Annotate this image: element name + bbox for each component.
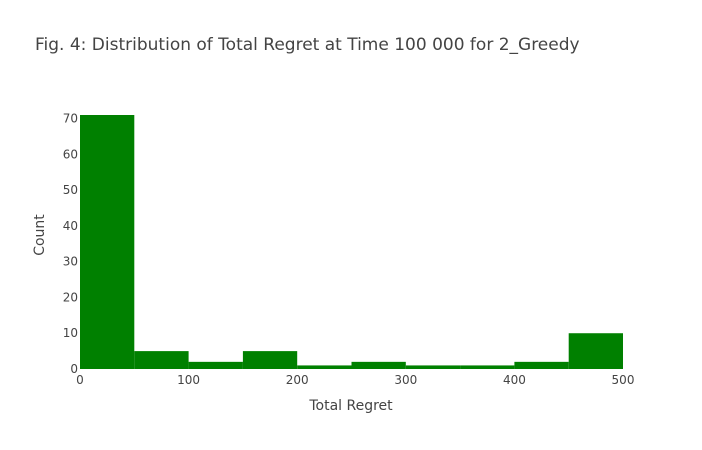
- chart-title: Fig. 4: Distribution of Total Regret at …: [35, 35, 580, 55]
- y-tick-label: 0: [70, 362, 78, 376]
- histogram-bar: [568, 333, 623, 369]
- y-tick-label: 70: [63, 112, 78, 126]
- histogram-bar: [134, 351, 189, 369]
- histogram-bar: [188, 361, 243, 369]
- bars-group: [80, 115, 623, 369]
- y-tick-label: 50: [63, 183, 78, 197]
- y-axis: 0 10 20 30 40 50 60 70: [63, 112, 78, 376]
- histogram-bar: [297, 365, 352, 369]
- x-tick-label: 500: [612, 373, 635, 387]
- y-tick-label: 10: [63, 326, 78, 340]
- x-tick-label: 200: [286, 373, 309, 387]
- x-axis-label: Total Regret: [308, 398, 393, 414]
- y-tick-label: 60: [63, 147, 78, 161]
- histogram-bar: [80, 115, 135, 369]
- y-axis-label: Count: [32, 214, 48, 256]
- histogram-bar: [351, 361, 406, 369]
- y-tick-label: 20: [63, 290, 78, 304]
- x-tick-label: 100: [177, 373, 200, 387]
- y-tick-label: 40: [63, 219, 78, 233]
- y-tick-label: 30: [63, 255, 78, 269]
- x-axis: 0 100 200 300 400 500: [76, 373, 634, 387]
- x-tick-label: 400: [503, 373, 526, 387]
- histogram-bar: [405, 365, 461, 369]
- x-tick-label: 300: [394, 373, 417, 387]
- x-tick-label: 0: [76, 373, 84, 387]
- histogram-bar: [460, 365, 515, 369]
- histogram-bar: [514, 361, 569, 369]
- histogram-bar: [242, 351, 298, 369]
